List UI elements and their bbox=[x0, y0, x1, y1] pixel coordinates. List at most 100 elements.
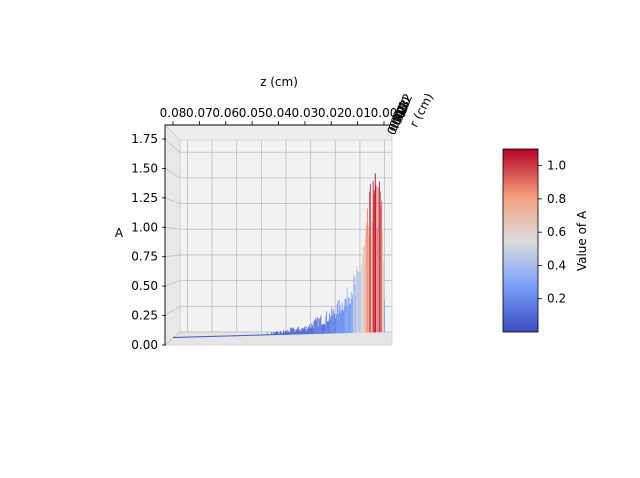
surface-bar bbox=[173, 337, 174, 338]
surface-bar bbox=[252, 334, 253, 336]
surface-bar bbox=[198, 336, 200, 338]
z-tick-label: 0.50 bbox=[131, 279, 158, 293]
surface-bar bbox=[338, 299, 340, 334]
surface-bar bbox=[333, 313, 335, 334]
surface-bar bbox=[208, 336, 210, 337]
surface-bar bbox=[233, 335, 235, 337]
surface-bar bbox=[353, 277, 355, 333]
surface-bar bbox=[273, 332, 275, 336]
surface-bar bbox=[219, 335, 221, 337]
z-gridline-side bbox=[164, 226, 181, 230]
surface-bar bbox=[324, 324, 326, 334]
surface-bar bbox=[348, 297, 349, 334]
surface-bar bbox=[245, 334, 247, 336]
surface-bar bbox=[187, 336, 189, 338]
surface-bar bbox=[173, 336, 175, 338]
surface-bar bbox=[237, 335, 239, 337]
surface-bar bbox=[354, 276, 356, 333]
surface-bar bbox=[231, 335, 233, 337]
surface-bar bbox=[365, 226, 367, 333]
surface-bar bbox=[363, 246, 365, 333]
surface-bar bbox=[287, 330, 289, 335]
x-tick-label: 0.06 bbox=[212, 106, 239, 120]
surface-bar bbox=[200, 336, 202, 338]
surface-bar bbox=[203, 336, 205, 338]
surface-bar bbox=[177, 336, 179, 338]
surface-bar bbox=[256, 334, 258, 336]
surface-bar bbox=[284, 332, 286, 335]
surface-bar bbox=[252, 334, 254, 336]
surface-bar bbox=[352, 275, 354, 333]
surface-bar bbox=[326, 321, 328, 334]
surface-bar bbox=[295, 332, 296, 335]
surface-bar bbox=[343, 310, 344, 334]
surface-bar bbox=[318, 318, 320, 334]
surface-bar bbox=[313, 321, 315, 335]
x-axis-label: z (cm) bbox=[260, 75, 298, 89]
surface-bar bbox=[220, 335, 222, 337]
surface-bar bbox=[370, 222, 372, 333]
surface-bar bbox=[308, 328, 310, 335]
surface-bar bbox=[334, 312, 336, 334]
surface-bar bbox=[323, 323, 325, 334]
surface-bar bbox=[309, 327, 311, 335]
surface-bar bbox=[254, 334, 256, 336]
surface-bar bbox=[292, 328, 294, 335]
surface-bar bbox=[213, 335, 215, 337]
colorbar-tick-label: 0.6 bbox=[547, 225, 566, 239]
surface-bar bbox=[307, 328, 308, 335]
surface-bar bbox=[263, 334, 265, 336]
surface-bar bbox=[276, 331, 277, 336]
surface-bar bbox=[324, 323, 325, 334]
surface-bar bbox=[232, 335, 234, 337]
surface-bar bbox=[297, 327, 299, 335]
surface-bar bbox=[238, 335, 240, 337]
surface-bar bbox=[184, 336, 186, 338]
surface-bar bbox=[189, 336, 191, 338]
surface-bar bbox=[192, 336, 193, 338]
surface-bar bbox=[305, 326, 307, 335]
surface-bar bbox=[378, 240, 380, 333]
surface-bar bbox=[369, 191, 371, 333]
surface-bar bbox=[295, 329, 297, 335]
surface-bar bbox=[268, 333, 270, 336]
surface-bar bbox=[240, 335, 242, 337]
surface-bar bbox=[251, 334, 253, 336]
surface-bar bbox=[241, 335, 243, 337]
surface-bar bbox=[368, 227, 370, 333]
surface-bar bbox=[362, 247, 364, 333]
surface-bar bbox=[290, 327, 292, 335]
surface-bar bbox=[371, 241, 373, 333]
colorbar-tick-label: 0.4 bbox=[547, 258, 566, 272]
surface-bar bbox=[215, 335, 217, 337]
surface-bar bbox=[302, 328, 304, 335]
surface-bar bbox=[248, 334, 250, 336]
surface-bar bbox=[250, 334, 252, 336]
surface-bar bbox=[300, 329, 301, 335]
surface-bar bbox=[230, 335, 232, 337]
colorbar: 0.2 0.4 0.6 0.8 1.0 Value of A bbox=[502, 148, 589, 333]
surface-bar bbox=[285, 331, 287, 335]
surface-bar bbox=[226, 335, 228, 337]
surface-bar bbox=[381, 200, 383, 333]
surface-bar bbox=[302, 328, 304, 335]
surface-bar bbox=[202, 336, 204, 338]
surface-bar bbox=[259, 334, 261, 336]
surface-bar bbox=[236, 335, 238, 337]
surface-bar bbox=[355, 270, 357, 333]
z-tick-label: 1.50 bbox=[131, 161, 158, 175]
surface-bar bbox=[210, 335, 212, 337]
surface-bar bbox=[347, 305, 349, 334]
surface-bar bbox=[184, 336, 186, 338]
surface-bar bbox=[375, 185, 377, 333]
surface-bar bbox=[343, 306, 345, 334]
z-axis-label: A bbox=[115, 226, 124, 240]
colorbar-gradient bbox=[502, 148, 539, 333]
surface-bar bbox=[237, 335, 239, 337]
surface-bar bbox=[260, 334, 262, 336]
surface-bar bbox=[179, 336, 181, 338]
x-tick-label: 0.05 bbox=[239, 106, 266, 120]
surface-bar bbox=[262, 334, 264, 336]
z-gridline-side bbox=[164, 305, 181, 316]
surface-bar bbox=[301, 327, 303, 335]
